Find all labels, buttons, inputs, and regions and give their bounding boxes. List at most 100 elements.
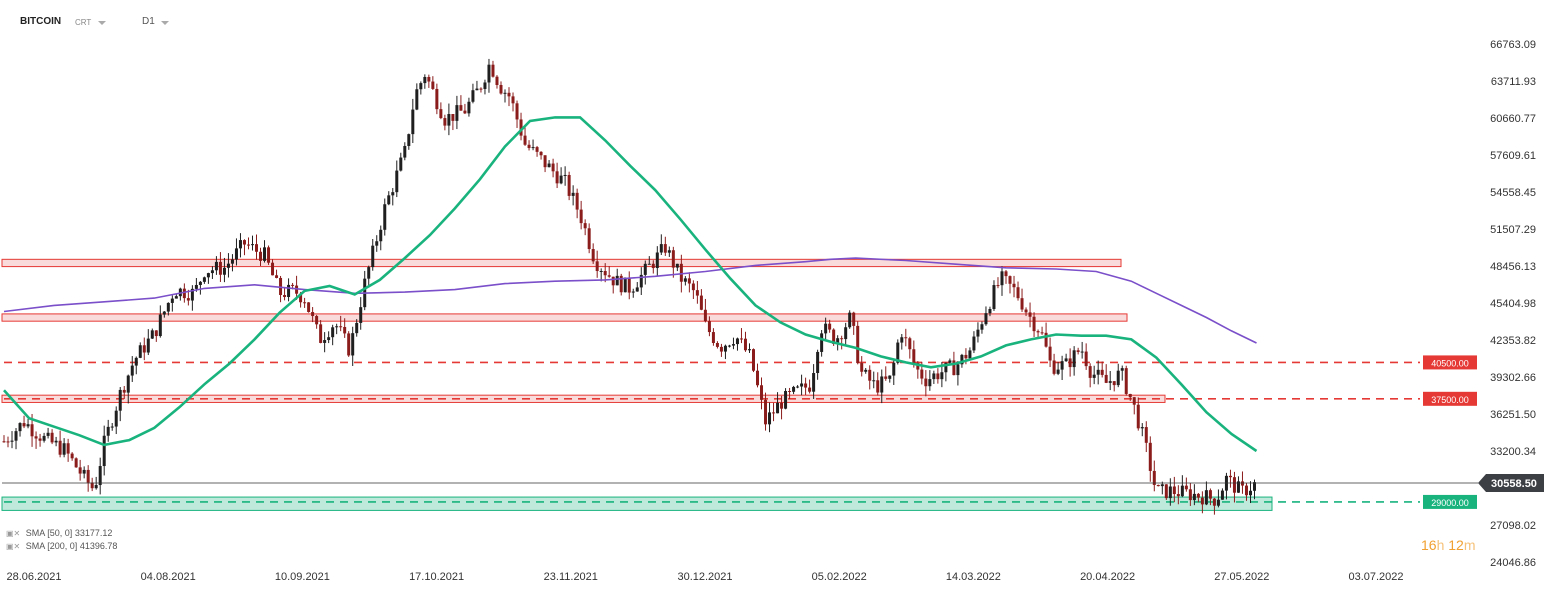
x-tick-label: 10.09.2021	[275, 571, 330, 583]
candle-body	[1216, 499, 1220, 506]
legend-sma200-label: SMA [200, 0]	[25, 541, 78, 551]
candle-body	[623, 277, 627, 293]
candle-body	[531, 147, 535, 149]
sma200-line	[3, 257, 1257, 344]
candle-body	[1144, 427, 1148, 443]
candle-body	[150, 330, 154, 339]
candle-body	[1068, 358, 1072, 368]
candle-body	[134, 357, 138, 366]
candle-body	[1044, 332, 1048, 347]
candle-body	[631, 291, 635, 293]
candle-body	[355, 322, 359, 334]
x-tick-label: 30.12.2021	[677, 571, 732, 583]
level-tag-2	[1423, 494, 1477, 509]
candle-body	[1184, 485, 1188, 490]
candle-body	[900, 337, 904, 343]
symbol-title[interactable]: BITCOIN	[20, 16, 62, 27]
candle-body	[86, 469, 90, 483]
candle-body	[443, 118, 447, 126]
legend-sma200[interactable]: ▣✕ SMA [200, 0] 41396.78	[6, 541, 117, 551]
symbol-dropdown-chevron-icon[interactable]	[98, 21, 106, 25]
candle-body	[371, 245, 375, 268]
settings-close-icon[interactable]: ▣✕	[6, 542, 21, 551]
candle-body	[715, 342, 719, 347]
candle-body	[707, 321, 711, 333]
candle-body	[976, 329, 980, 337]
candle-body	[206, 273, 210, 278]
candle-body	[335, 326, 339, 328]
candle-body	[751, 349, 755, 371]
candle-body	[784, 391, 788, 409]
candle-body	[543, 155, 547, 168]
candle-body	[952, 360, 956, 376]
candle-body	[1072, 350, 1076, 368]
candle-body	[1100, 369, 1104, 375]
candle-body	[768, 412, 772, 425]
candle-body	[964, 354, 968, 359]
y-tick-label: 54558.45	[1490, 187, 1536, 199]
candle-body	[1156, 484, 1160, 487]
candle-body	[659, 244, 663, 253]
candle-body	[42, 435, 46, 441]
y-axis[interactable]: 66763.09 63711.93 60660.77 57609.61 54558.45…	[1490, 39, 1536, 569]
candle-body	[756, 370, 760, 386]
candle-body	[884, 376, 888, 379]
candle-body	[26, 424, 30, 427]
level-label-0: 40500.00	[1431, 358, 1469, 368]
legend-sma50[interactable]: ▣✕ SMA [50, 0] 33177.12	[6, 528, 112, 538]
candle-body	[1112, 381, 1116, 386]
candle-body	[876, 380, 880, 393]
candle-body	[1168, 486, 1172, 499]
candle-body	[828, 323, 832, 330]
candle-body	[832, 329, 836, 344]
candle-body	[246, 244, 250, 246]
candle-body	[691, 283, 695, 291]
candle-body	[6, 441, 10, 443]
candle-body	[1212, 498, 1216, 506]
candle-body	[563, 174, 567, 176]
candle-body	[747, 349, 751, 351]
candle-body	[283, 295, 287, 298]
candle-body	[411, 109, 415, 135]
candle-body	[319, 324, 323, 343]
timeframe-selector[interactable]: D1	[142, 16, 155, 27]
candle-body	[1048, 346, 1052, 361]
candle-body	[1012, 283, 1016, 288]
candle-body	[435, 88, 439, 110]
candle-body	[804, 383, 808, 388]
candle-body	[299, 293, 303, 303]
candle-body	[347, 333, 351, 356]
candle-body	[391, 192, 395, 196]
candle-body	[98, 466, 102, 486]
candle-body	[395, 170, 399, 193]
candle-body	[671, 250, 675, 268]
candle-body	[663, 244, 667, 253]
candle-body	[399, 157, 403, 171]
candle-body	[603, 270, 607, 276]
candle-body	[503, 92, 507, 94]
candle-body	[186, 298, 190, 301]
candle-body	[739, 338, 743, 340]
candle-body	[1020, 298, 1024, 310]
timeframe-dropdown-chevron-icon[interactable]	[161, 21, 169, 25]
candle-body	[479, 88, 483, 90]
candle-body	[1172, 486, 1176, 495]
x-axis[interactable]: 28.06.2021 04.08.2021 10.09.2021 17.10.2021…	[6, 571, 1403, 583]
candle-body	[403, 145, 407, 158]
candle-body	[62, 443, 66, 455]
settings-close-icon[interactable]: ▣✕	[6, 529, 21, 538]
candle-body	[194, 284, 198, 289]
candle-body	[279, 277, 283, 296]
candle-body	[311, 312, 315, 317]
candle-body	[1028, 312, 1032, 317]
candle-body	[407, 134, 411, 146]
candle-body	[271, 262, 275, 276]
candle-body	[491, 64, 495, 77]
price-line-layer: 30558.50	[2, 474, 1544, 493]
candle-body	[591, 249, 595, 262]
candle-body	[1140, 427, 1144, 429]
candle-body	[1128, 393, 1132, 398]
candle-body	[944, 362, 948, 373]
candle-body	[1236, 481, 1240, 493]
